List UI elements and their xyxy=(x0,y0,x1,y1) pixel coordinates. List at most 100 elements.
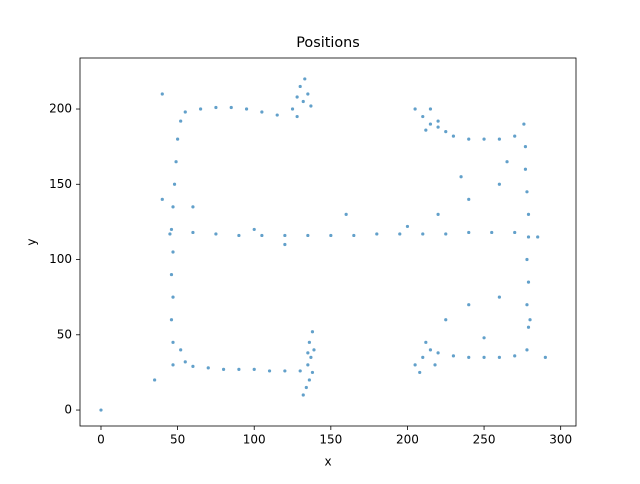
point xyxy=(421,114,425,119)
point xyxy=(467,137,471,141)
point xyxy=(526,280,531,284)
point xyxy=(168,232,172,236)
point xyxy=(229,105,233,110)
point xyxy=(413,363,417,367)
point xyxy=(221,367,226,372)
point xyxy=(421,355,425,359)
point xyxy=(525,257,529,262)
point xyxy=(428,122,433,126)
point xyxy=(298,84,302,89)
point xyxy=(497,355,501,359)
point xyxy=(405,224,410,229)
point xyxy=(260,233,264,238)
point xyxy=(304,385,308,390)
x-tick-label: 100 xyxy=(243,433,266,447)
point xyxy=(191,205,195,209)
point xyxy=(436,119,440,123)
point xyxy=(421,232,425,236)
plot-frame xyxy=(79,57,577,427)
point xyxy=(237,233,241,238)
point xyxy=(295,95,299,99)
point xyxy=(424,340,428,344)
point xyxy=(160,197,164,201)
point xyxy=(428,107,433,111)
x-tick-label: 0 xyxy=(97,433,105,447)
point xyxy=(505,160,509,164)
point xyxy=(275,113,279,117)
chart-title: Positions xyxy=(296,35,360,51)
point xyxy=(398,232,402,236)
point xyxy=(436,212,440,216)
point xyxy=(303,77,307,81)
point xyxy=(418,370,422,375)
point xyxy=(523,167,528,171)
point xyxy=(543,355,547,359)
point xyxy=(237,367,241,372)
point xyxy=(413,107,417,111)
point xyxy=(310,370,315,375)
point xyxy=(307,378,311,382)
point xyxy=(467,303,471,307)
point xyxy=(306,351,310,355)
point xyxy=(176,137,180,141)
point xyxy=(522,122,526,126)
point xyxy=(169,318,174,322)
point xyxy=(252,227,256,232)
point xyxy=(306,363,310,367)
point xyxy=(298,369,302,373)
point xyxy=(198,107,203,111)
point xyxy=(497,295,501,299)
point xyxy=(451,134,456,138)
point xyxy=(260,110,264,114)
point xyxy=(214,232,218,236)
point xyxy=(467,197,471,201)
x-tick-label: 50 xyxy=(170,433,185,447)
point xyxy=(526,212,531,216)
point xyxy=(482,355,486,359)
y-axis-label: y xyxy=(25,238,39,245)
point xyxy=(169,272,174,277)
point xyxy=(183,360,187,364)
point xyxy=(490,230,494,235)
point xyxy=(306,233,310,238)
point xyxy=(295,114,299,119)
point xyxy=(444,130,448,134)
point xyxy=(525,303,529,307)
point xyxy=(171,205,175,209)
point xyxy=(436,351,440,355)
point xyxy=(169,227,174,232)
point xyxy=(525,190,529,194)
point xyxy=(160,92,164,96)
point xyxy=(444,318,448,322)
x-tick-label: 150 xyxy=(319,433,342,447)
point xyxy=(312,348,316,352)
point xyxy=(99,408,103,412)
point xyxy=(283,369,287,373)
point xyxy=(310,330,315,334)
point xyxy=(497,137,501,141)
point xyxy=(179,348,183,352)
point xyxy=(375,232,379,236)
point xyxy=(174,160,178,164)
point xyxy=(191,364,195,368)
y-tick-label: 200 xyxy=(49,102,72,116)
point xyxy=(191,230,195,235)
point xyxy=(309,355,313,359)
point xyxy=(309,104,313,108)
point xyxy=(171,340,175,344)
y-tick-label: 100 xyxy=(49,252,72,266)
point xyxy=(344,212,348,216)
point xyxy=(352,233,356,238)
point xyxy=(467,355,471,359)
point xyxy=(206,366,210,370)
point xyxy=(172,182,177,186)
point xyxy=(153,378,157,382)
point xyxy=(444,232,448,236)
x-tick-label: 300 xyxy=(549,433,572,447)
point xyxy=(526,235,531,239)
point xyxy=(433,363,437,367)
point xyxy=(171,295,175,299)
x-axis-label: x xyxy=(324,455,331,469)
point xyxy=(244,107,249,111)
